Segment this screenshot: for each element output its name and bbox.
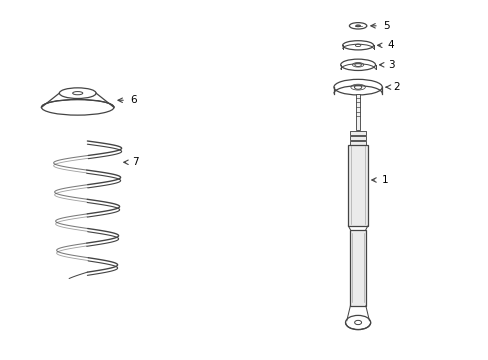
Text: 7: 7: [132, 157, 139, 167]
Bar: [350, 140, 365, 145]
Text: 3: 3: [387, 60, 394, 70]
Text: 6: 6: [130, 95, 136, 105]
Bar: [356, 94, 359, 130]
Text: 1: 1: [381, 175, 387, 185]
Text: 2: 2: [393, 82, 399, 92]
Text: 4: 4: [386, 40, 393, 50]
Bar: [350, 230, 365, 306]
Text: 5: 5: [382, 21, 388, 31]
Bar: [350, 131, 365, 135]
Bar: [348, 145, 367, 226]
Bar: [350, 136, 365, 140]
